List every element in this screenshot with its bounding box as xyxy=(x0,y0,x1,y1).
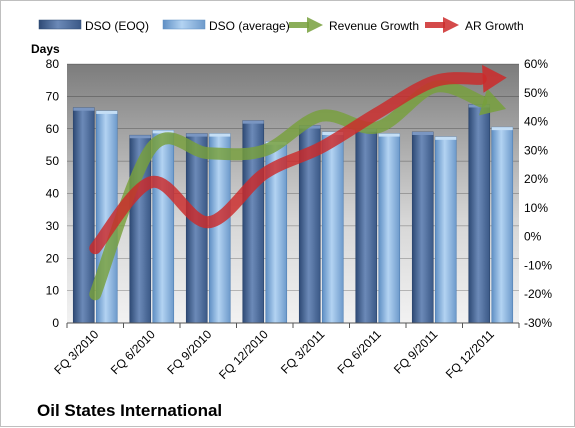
legend-item-revenue-growth: Revenue Growth xyxy=(289,17,419,33)
legend: DSO (EOQ) DSO (average) Revenue Growth A… xyxy=(38,17,524,33)
legend-item-dso-average: DSO (average) xyxy=(162,19,290,33)
y-axis-right-ticks: -30% -20% -10% 0% 10% 20% 30% 40% 50% 60% xyxy=(524,57,552,330)
bar-dso-eoq xyxy=(185,133,208,324)
revenue-growth-arrowhead xyxy=(479,88,507,116)
y-right-tick-label: -20% xyxy=(524,287,552,301)
y-left-tick-label: 60 xyxy=(46,122,60,136)
y-left-tick-label: 50 xyxy=(46,154,60,168)
revenue-growth-line xyxy=(89,80,488,301)
legend-label-ar-growth: AR Growth xyxy=(465,19,524,33)
y-right-tick-label: 10% xyxy=(524,201,548,215)
bar-cap xyxy=(152,130,174,134)
y-right-tick-label: 40% xyxy=(524,115,548,129)
y-right-tick-label: 50% xyxy=(524,86,548,100)
ar-growth-line xyxy=(89,72,487,255)
bar-dso-average xyxy=(208,133,231,324)
bar-dso-average xyxy=(491,126,514,324)
bar-cap xyxy=(96,110,118,114)
bar-cap xyxy=(186,133,208,137)
y-right-tick-label: -10% xyxy=(524,258,552,272)
y-right-tick-label: -30% xyxy=(524,316,552,330)
y-axis-left-label: Days xyxy=(31,42,60,56)
ar-growth-arrowhead xyxy=(482,64,507,93)
x-tick-label: FQ 6/2010 xyxy=(108,327,158,377)
y-right-tick-label: 0% xyxy=(524,230,542,244)
legend-label-dso-average: DSO (average) xyxy=(209,19,290,33)
bar-cap xyxy=(491,127,513,131)
bar-dso-eoq xyxy=(468,104,491,324)
x-tick-label: FQ 9/2010 xyxy=(164,327,214,377)
x-tick-label: FQ 3/2011 xyxy=(278,327,328,377)
y-left-tick-label: 40 xyxy=(46,187,60,201)
bar-cap xyxy=(322,131,344,135)
bar-cap xyxy=(129,135,151,139)
y-left-tick-label: 30 xyxy=(46,219,60,233)
x-tick-label: FQ 12/2010 xyxy=(216,327,271,382)
y-left-tick-label: 20 xyxy=(46,251,60,265)
bar-dso-eoq xyxy=(355,128,378,324)
x-tick-label: FQ 6/2011 xyxy=(335,327,385,377)
chart-title: Oil States International xyxy=(37,401,222,420)
bar-dso-eoq xyxy=(411,131,434,324)
bar-dso-average xyxy=(378,133,401,324)
bar-dso-average xyxy=(321,131,344,324)
legend-item-dso-eoq: DSO (EOQ) xyxy=(38,19,149,33)
bar-cap xyxy=(73,107,95,111)
bar-cap xyxy=(378,133,400,137)
x-tick-label: FQ 12/2011 xyxy=(443,327,497,381)
x-tick-label: FQ 3/2010 xyxy=(51,327,101,377)
bar-cap xyxy=(209,133,231,137)
bar-dso-average xyxy=(152,130,175,324)
y-right-tick-label: 20% xyxy=(524,172,548,186)
bar-cap xyxy=(435,136,457,140)
legend-item-ar-growth: AR Growth xyxy=(425,17,524,33)
growth-lines xyxy=(89,64,507,301)
y-left-tick-label: 70 xyxy=(46,89,60,103)
y-left-tick-label: 0 xyxy=(52,316,59,330)
bar-cap xyxy=(412,131,434,135)
legend-label-dso-eoq: DSO (EOQ) xyxy=(85,19,149,33)
legend-label-revenue-growth: Revenue Growth xyxy=(329,19,419,33)
x-axis-ticks: FQ 3/2010 FQ 6/2010 FQ 9/2010 FQ 12/2010 FQ … xyxy=(51,323,520,382)
y-right-tick-label: 60% xyxy=(524,57,548,71)
bar-cap xyxy=(242,120,264,124)
y-right-tick-label: 30% xyxy=(524,143,548,157)
y-axis-left-ticks: 0 10 20 30 40 50 60 70 80 xyxy=(46,57,60,330)
y-left-tick-label: 10 xyxy=(46,284,60,298)
x-tick-label: FQ 9/2011 xyxy=(391,327,441,377)
bar-dso-average xyxy=(434,136,457,324)
y-left-tick-label: 80 xyxy=(46,57,60,71)
